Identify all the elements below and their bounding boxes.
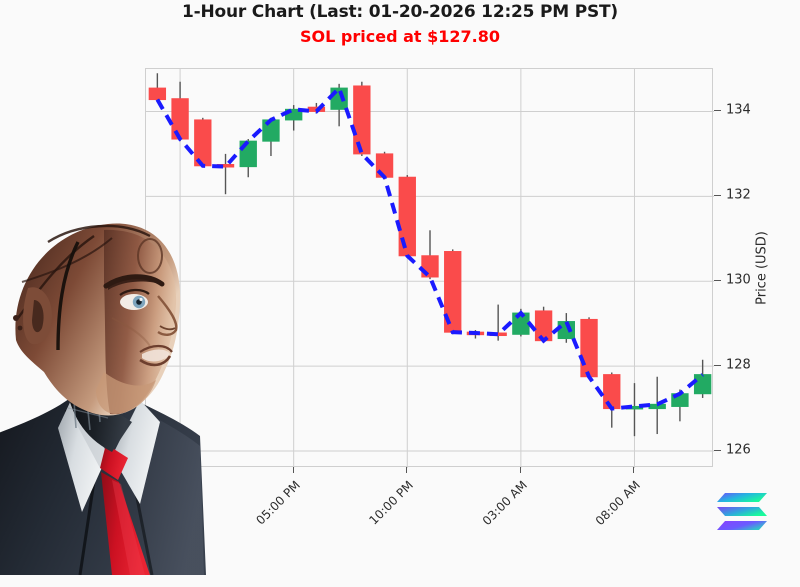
x-tick-mark (633, 467, 635, 473)
page-title: 1-Hour Chart (Last: 01-20-2026 12:25 PM … (182, 2, 618, 22)
y-tick-label: 126 (726, 442, 751, 458)
android-head (13, 223, 181, 416)
x-tick-label: 10:00 PM (366, 478, 417, 528)
y-tick-label: 128 (726, 357, 751, 373)
chart-page: 1-Hour Chart (Last: 01-20-2026 12:25 PM … (0, 2, 770, 575)
y-tick-label: 130 (726, 272, 751, 288)
y-tick-mark (714, 280, 721, 282)
x-tick-label: 08:00 AM (593, 478, 644, 529)
candlestick-svg (146, 69, 714, 468)
necktie (100, 444, 150, 575)
android-analyst-figure (0, 223, 206, 575)
close-price-line (155, 84, 704, 411)
solana-logo (717, 493, 767, 530)
x-tick-mark (519, 467, 521, 473)
y-axis-label: Price (USD) (754, 231, 770, 305)
x-tick-label: 03:00 AM (479, 478, 530, 529)
y-tick-mark (714, 110, 721, 112)
x-tick-mark (406, 467, 408, 473)
y-tick-mark (714, 195, 721, 197)
x-tick-mark (292, 467, 294, 473)
y-tick-label: 134 (726, 102, 751, 118)
price-subtitle: SOL priced at $127.80 (300, 27, 500, 46)
y-tick-label: 132 (726, 187, 751, 203)
y-tick-mark (714, 450, 721, 452)
candle-wicks (156, 73, 704, 437)
y-tick-mark (714, 365, 721, 367)
candlestick-plot-area (145, 68, 714, 468)
